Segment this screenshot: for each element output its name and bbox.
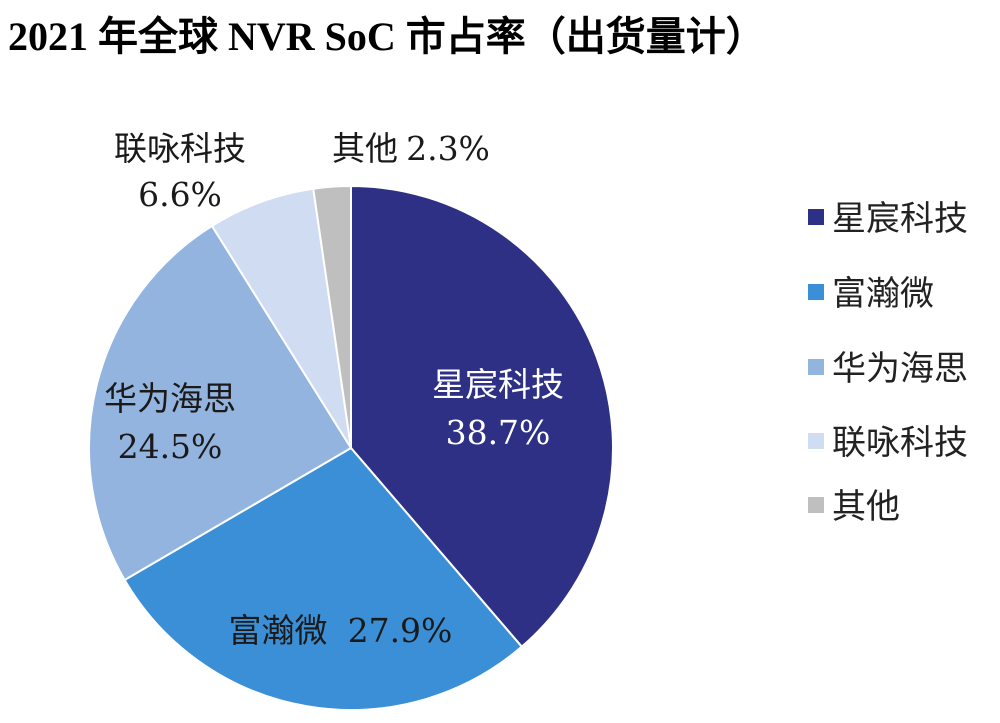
legend-item: 富瀚微 (808, 274, 934, 314)
legend-label: 星宸科技 (832, 199, 968, 239)
legend-swatch (808, 433, 824, 449)
pie-slice-4 (312, 184, 352, 449)
slice-label-group-4: 其他 2.3% (332, 129, 490, 168)
pie-slice-2 (88, 224, 353, 582)
slice-value-label: 24.5% (118, 427, 223, 466)
legend-item: 联咏科技 (808, 423, 968, 463)
legend-swatch (808, 209, 824, 225)
legend-label: 富瀚微 (832, 274, 934, 314)
chart-title: 2021 年全球 NVR SoC 市占率（出货量计） (8, 14, 766, 59)
pie-slice-1 (123, 446, 524, 711)
legend: 星宸科技 富瀚微 华为海思 联咏科技 其他 (808, 199, 968, 527)
slice-value-label: 2.3% (406, 129, 490, 168)
slice-name-label: 星宸科技 (432, 365, 564, 404)
pie-slice-0 (350, 184, 614, 649)
legend-label: 其他 (832, 487, 900, 527)
slice-name-label: 富瀚微 (229, 611, 328, 650)
slice-name-label: 其他 (332, 129, 398, 168)
legend-item: 华为海思 (808, 349, 968, 389)
legend-item: 其他 (808, 487, 900, 527)
slice-name-label: 华为海思 (104, 379, 236, 418)
legend-item: 星宸科技 (808, 199, 968, 239)
legend-label: 联咏科技 (832, 423, 968, 463)
slice-label-group-2: 华为海思 24.5% (104, 379, 236, 466)
slice-label-group-3: 联咏科技 6.6% (114, 129, 246, 214)
pie-slices (88, 184, 614, 711)
slice-value-label: 27.9% (348, 611, 453, 650)
slice-label-group-1: 富瀚微 27.9% (229, 611, 453, 650)
slice-label-group-0: 星宸科技 38.7% (432, 365, 564, 452)
legend-swatch (808, 359, 824, 375)
legend-swatch (808, 284, 824, 300)
slice-name-label: 联咏科技 (114, 129, 246, 168)
slice-value-label: 6.6% (138, 175, 222, 214)
slice-value-label: 38.7% (446, 413, 551, 452)
pie-slice-3 (210, 187, 352, 449)
legend-swatch (808, 497, 824, 513)
legend-label: 华为海思 (832, 349, 968, 389)
